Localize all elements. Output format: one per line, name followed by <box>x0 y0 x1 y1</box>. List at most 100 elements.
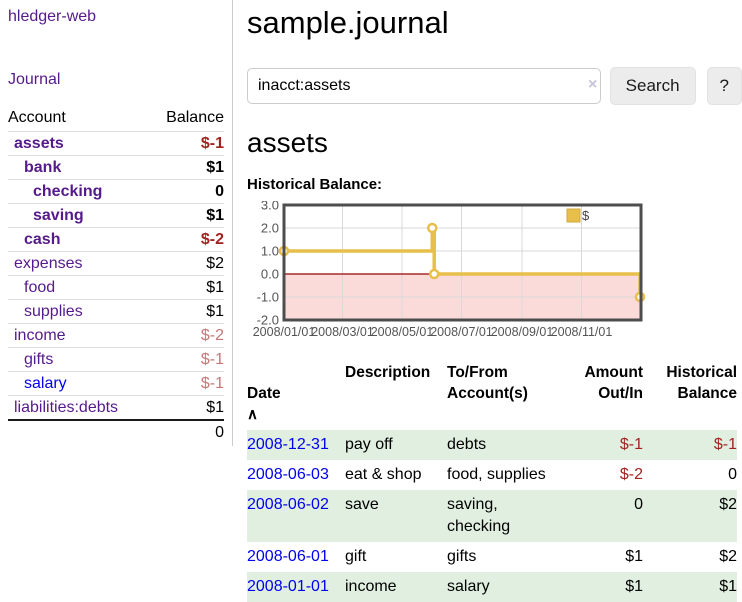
account-row[interactable]: food $1 <box>8 275 224 299</box>
transaction-accounts: saving, checking <box>447 490 575 542</box>
account-link-liabilities-debts[interactable]: liabilities:debts <box>14 399 119 416</box>
account-column-header: Account <box>8 109 66 126</box>
account-link-saving[interactable]: saving <box>33 207 84 224</box>
sort-ascending-icon: ∧ <box>247 406 258 423</box>
svg-text:2008/07/01: 2008/07/01 <box>430 325 493 339</box>
account-balance: $-2 <box>200 231 224 248</box>
account-row[interactable]: assets $-1 <box>8 131 224 155</box>
svg-text:-1.0: -1.0 <box>257 290 279 305</box>
main-panel: sample.journal × Search ? assets Histori… <box>247 0 742 602</box>
account-row[interactable]: salary $-1 <box>8 371 224 395</box>
transaction-row: 2008-12-31 pay off debts $-1 $-1 <box>247 430 737 460</box>
help-button[interactable]: ? <box>706 67 742 105</box>
transaction-row: 2008-06-03 eat & shop food, supplies $-2… <box>247 460 737 490</box>
account-row[interactable]: income $-2 <box>8 323 224 347</box>
register-table: Date ∧ Description To/From Account(s) Am… <box>247 360 737 602</box>
account-link-income[interactable]: income <box>14 327 66 344</box>
register-account-heading: assets <box>247 127 328 158</box>
page-title: sample.journal <box>247 5 449 40</box>
nav-journal-link[interactable]: Journal <box>8 71 61 88</box>
transaction-accounts: salary <box>447 572 575 602</box>
account-row[interactable]: checking 0 <box>8 179 224 203</box>
account-row[interactable]: gifts $-1 <box>8 347 224 371</box>
svg-text:2008/01/01: 2008/01/01 <box>253 325 316 339</box>
accounts-total-value: 0 <box>215 424 224 441</box>
account-balance: 0 <box>215 183 224 200</box>
svg-text:2008/05/01: 2008/05/01 <box>371 325 434 339</box>
transaction-date-link[interactable]: 2008-01-01 <box>247 578 329 595</box>
balance-column-header: Balance <box>166 109 224 126</box>
clear-search-icon[interactable]: × <box>588 76 598 93</box>
transaction-amount: $-2 <box>619 466 643 483</box>
transaction-row: 2008-01-01 income salary $1 $1 <box>247 572 737 602</box>
transaction-description: income <box>345 572 447 602</box>
transaction-date-link[interactable]: 2008-06-03 <box>247 466 329 483</box>
balance-column-header: Historical Balance <box>666 364 737 402</box>
svg-text:3.0: 3.0 <box>261 201 279 213</box>
app-brand-link[interactable]: hledger-web <box>8 8 97 25</box>
transaction-date-link[interactable]: 2008-12-31 <box>247 436 329 453</box>
account-row[interactable]: bank $1 <box>8 155 224 179</box>
transaction-amount: 0 <box>634 496 643 513</box>
transaction-description: gift <box>345 548 367 565</box>
accounts-table-header: Account Balance <box>8 106 224 131</box>
accounts-column-header: To/From Account(s) <box>447 364 528 402</box>
transaction-accounts: debts <box>447 430 575 460</box>
account-row[interactable]: saving $1 <box>8 203 224 227</box>
account-balance: $-1 <box>200 375 224 392</box>
account-link-assets[interactable]: assets <box>14 135 64 152</box>
svg-text:$: $ <box>582 208 590 223</box>
account-link-food[interactable]: food <box>24 279 56 296</box>
account-row[interactable]: cash $-2 <box>8 227 224 251</box>
account-balance: $1 <box>206 399 224 416</box>
amount-column-header: Amount Out/In <box>584 364 643 402</box>
account-balance: $-2 <box>200 327 224 344</box>
transaction-description: pay off <box>345 430 447 460</box>
transaction-balance: $2 <box>719 496 737 513</box>
svg-text:2008/03/01: 2008/03/01 <box>311 325 374 339</box>
account-link-cash[interactable]: cash <box>24 231 61 248</box>
search-form: × Search ? <box>247 67 742 105</box>
account-link-salary[interactable]: salary <box>24 375 67 392</box>
svg-text:1.0: 1.0 <box>261 244 279 259</box>
register-header-row: Date ∧ Description To/From Account(s) Am… <box>247 360 737 430</box>
svg-text:2008/11/01: 2008/11/01 <box>551 325 613 339</box>
account-balance: $2 <box>206 255 224 272</box>
transaction-balance: $-1 <box>713 436 737 453</box>
date-column-header[interactable]: Date ∧ <box>247 385 281 423</box>
svg-text:-2.0: -2.0 <box>257 313 279 328</box>
historical-balance-chart: $3.0 2.0 1.0 0.0 -1.0 -2.0 2008/01/01 2008/03/0… <box>247 198 742 344</box>
accounts-total-row: 0 <box>8 419 224 445</box>
transaction-date-link[interactable]: 2008-06-02 <box>247 496 329 513</box>
transaction-accounts: food, supplies <box>447 466 546 483</box>
transaction-description: eat & shop <box>345 466 422 483</box>
account-row[interactable]: supplies $1 <box>8 299 224 323</box>
svg-text:0.0: 0.0 <box>261 267 279 282</box>
account-balance: $1 <box>206 279 224 296</box>
chart-label: Historical Balance: <box>247 176 383 193</box>
transaction-amount: $1 <box>625 548 643 565</box>
transaction-row: 2008-06-02 save saving, checking 0 $2 <box>247 490 737 542</box>
transaction-date-link[interactable]: 2008-06-01 <box>247 548 329 565</box>
description-column-header: Description <box>345 364 431 381</box>
accounts-table: Account Balance assets $-1 bank $1 check… <box>8 106 224 445</box>
transaction-balance: $2 <box>719 548 737 565</box>
transaction-balance: 0 <box>728 466 737 483</box>
account-link-bank[interactable]: bank <box>24 159 62 176</box>
account-row[interactable]: liabilities:debts $1 <box>8 395 224 419</box>
transaction-amount: $1 <box>625 578 643 595</box>
search-input[interactable] <box>247 68 601 104</box>
transaction-description: save <box>345 490 447 542</box>
account-link-expenses[interactable]: expenses <box>14 255 83 272</box>
account-balance: $-1 <box>200 135 224 152</box>
account-link-checking[interactable]: checking <box>33 183 103 200</box>
account-balance: $1 <box>206 159 224 176</box>
account-link-supplies[interactable]: supplies <box>24 303 83 320</box>
svg-text:2008/09/01: 2008/09/01 <box>491 325 554 339</box>
search-button[interactable]: Search <box>609 67 696 105</box>
account-row[interactable]: expenses $2 <box>8 251 224 275</box>
sidebar: hledger-web Journal Account Balance asse… <box>0 0 233 446</box>
transaction-row: 2008-06-01 gift gifts $1 $2 <box>247 542 737 572</box>
account-balance: $1 <box>206 303 224 320</box>
account-link-gifts[interactable]: gifts <box>24 351 54 368</box>
